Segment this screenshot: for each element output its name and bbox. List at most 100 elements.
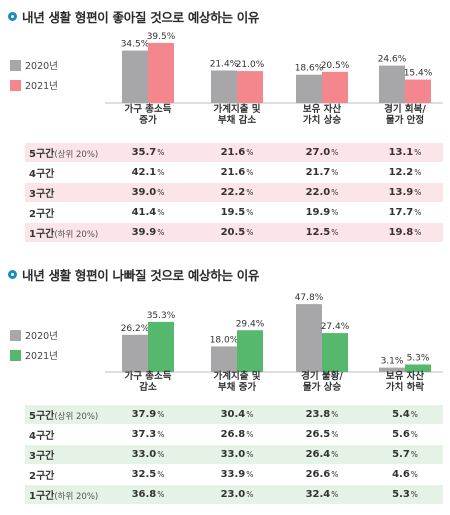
data-label: 18.0% bbox=[210, 335, 239, 345]
bullet-circle-icon bbox=[8, 11, 17, 21]
row-label: 4구간 bbox=[29, 169, 55, 180]
bar bbox=[379, 367, 405, 372]
table-cell: 33.0% bbox=[220, 449, 254, 460]
table-cell: 17.7% bbox=[388, 207, 422, 218]
category-label: 가치 하락 bbox=[386, 381, 425, 393]
chart-title-text: 내년 생활 형편이 나빠질 것으로 예상하는 이유 bbox=[22, 267, 260, 283]
legend-swatch bbox=[10, 329, 21, 341]
row-label: 4구간 bbox=[29, 431, 55, 442]
row-label: 3구간 bbox=[29, 451, 55, 462]
row-label: 5구간(상위 20%) bbox=[29, 149, 99, 160]
table-cell: 35.7% bbox=[131, 147, 165, 158]
unit-label: % bbox=[331, 168, 339, 177]
row-sublabel: (상위 20%) bbox=[54, 412, 99, 422]
unit-label: % bbox=[410, 430, 418, 439]
data-label: 29.4% bbox=[236, 319, 265, 329]
row-sublabel: (하위 20%) bbox=[54, 492, 99, 502]
legend-item-2021: 2021년 bbox=[10, 78, 58, 92]
chart-panel-better: 내년 생활 형편이 좋아질 것으로 예상하는 이유 2020년 2021년 34… bbox=[8, 6, 443, 242]
table-row: 2구간 32.5% 33.9% 26.6% 4.6% bbox=[25, 465, 443, 484]
unit-label: % bbox=[331, 470, 339, 479]
unit-label: % bbox=[414, 168, 422, 177]
table-cell: 5.6% bbox=[392, 429, 418, 440]
bar bbox=[405, 364, 431, 372]
table-row: 1구간(하위 20%) 36.8% 23.0% 32.4% 5.3% bbox=[25, 485, 443, 504]
table-cell: 26.5% bbox=[305, 429, 339, 440]
unit-label: % bbox=[157, 470, 165, 479]
table-cell: 21.6% bbox=[220, 167, 254, 178]
unit-label: % bbox=[246, 470, 254, 479]
bullet-circle-icon bbox=[8, 269, 17, 279]
bar bbox=[237, 330, 263, 372]
row-label: 1구간(하위 20%) bbox=[29, 229, 99, 240]
table-cell: 30.4% bbox=[220, 409, 254, 420]
unit-label: % bbox=[246, 188, 254, 197]
bar bbox=[296, 304, 322, 372]
row-sublabel: (상위 20%) bbox=[54, 150, 99, 160]
unit-label: % bbox=[331, 430, 339, 439]
table-cell: 32.4% bbox=[305, 489, 339, 500]
unit-label: % bbox=[246, 490, 254, 499]
data-label: 26.2% bbox=[121, 324, 150, 334]
unit-label: % bbox=[414, 208, 422, 217]
table-cell: 23.0% bbox=[220, 489, 254, 500]
table-cell: 22.2% bbox=[220, 187, 254, 198]
category-label: 물가 안정 bbox=[386, 114, 424, 126]
data-label: 20.5% bbox=[321, 61, 350, 71]
category-label: 가구 총소득 bbox=[124, 103, 171, 115]
chart-title: 내년 생활 형편이 좋아질 것으로 예상하는 이유 bbox=[8, 6, 259, 26]
table-cell: 41.4% bbox=[131, 207, 165, 218]
unit-label: % bbox=[331, 148, 339, 157]
category-label: 가치 상승 bbox=[303, 114, 342, 126]
legend-item-2021: 2021년 bbox=[10, 348, 58, 362]
unit-label: % bbox=[157, 490, 165, 499]
table-cell: 37.9% bbox=[131, 409, 165, 420]
table-cell: 27.0% bbox=[305, 147, 339, 158]
table-cell: 5.4% bbox=[392, 409, 418, 420]
table-cell: 33.9% bbox=[220, 469, 254, 480]
table-cell: 19.9% bbox=[305, 207, 339, 218]
table-cell: 13.9% bbox=[388, 187, 422, 198]
legend-item-2020: 2020년 bbox=[10, 58, 58, 72]
unit-label: % bbox=[157, 430, 165, 439]
data-label: 3.1% bbox=[381, 357, 404, 367]
table-cell: 26.8% bbox=[220, 429, 254, 440]
row-label: 3구간 bbox=[29, 189, 55, 200]
table-cell: 12.5% bbox=[305, 227, 339, 238]
bar bbox=[322, 71, 348, 103]
category-label: 보유 자산 bbox=[303, 103, 342, 115]
bar bbox=[405, 79, 431, 103]
unit-label: % bbox=[331, 228, 339, 237]
row-label: 5구간(상위 20%) bbox=[29, 411, 99, 422]
unit-label: % bbox=[157, 208, 165, 217]
unit-label: % bbox=[414, 188, 422, 197]
category-label: 가계지출 및 bbox=[213, 370, 260, 382]
data-label: 18.6% bbox=[295, 64, 324, 74]
unit-label: % bbox=[157, 410, 165, 419]
table-row: 4구간 42.1% 21.6% 21.7% 12.2% bbox=[25, 163, 443, 182]
unit-label: % bbox=[331, 410, 339, 419]
table-cell: 42.1% bbox=[131, 167, 165, 178]
unit-label: % bbox=[246, 148, 254, 157]
chart-title: 내년 생활 형편이 나빠질 것으로 예상하는 이유 bbox=[8, 264, 259, 284]
legend-swatch bbox=[10, 79, 21, 91]
unit-label: % bbox=[414, 228, 422, 237]
unit-label: % bbox=[410, 490, 418, 499]
row-sublabel: (하위 20%) bbox=[54, 230, 99, 240]
category-label: 부채 증가 bbox=[218, 381, 257, 393]
bar bbox=[237, 71, 263, 103]
data-label: 5.3% bbox=[407, 353, 430, 363]
unit-label: % bbox=[331, 450, 339, 459]
data-label: 21.0% bbox=[236, 60, 265, 70]
data-label: 21.4% bbox=[210, 59, 239, 69]
category-label: 경기 불황/ bbox=[301, 370, 343, 382]
table-cell: 37.3% bbox=[131, 429, 165, 440]
table-row: 1구간(하위 20%) 39.9% 20.5% 12.5% 19.8% bbox=[25, 223, 443, 242]
unit-label: % bbox=[331, 208, 339, 217]
chart-title-text: 내년 생활 형편이 좋아질 것으로 예상하는 이유 bbox=[22, 9, 260, 25]
data-label: 34.5% bbox=[121, 40, 150, 50]
legend-item-2020: 2020년 bbox=[10, 328, 58, 342]
table-cell: 22.0% bbox=[305, 187, 339, 198]
table-cell: 4.6% bbox=[392, 469, 418, 480]
